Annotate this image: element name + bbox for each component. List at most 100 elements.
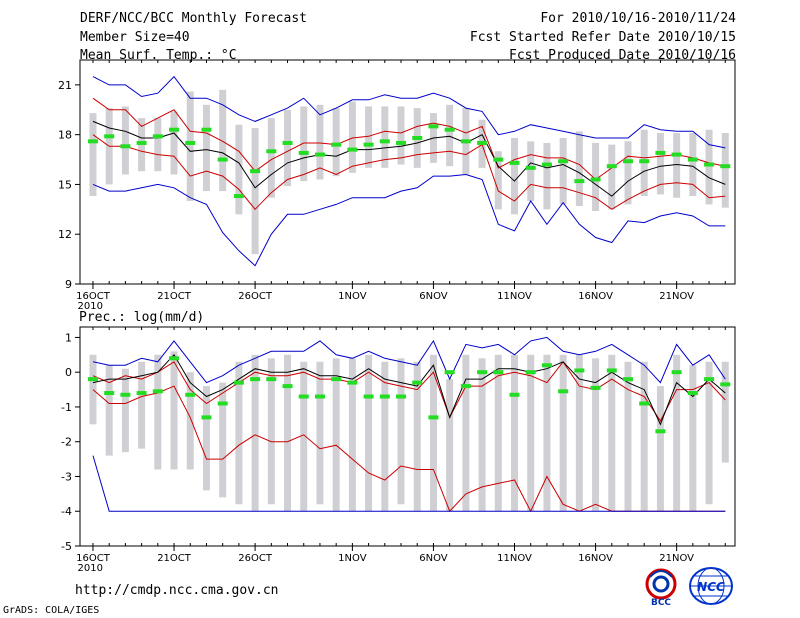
- prec-spread-bar: [219, 382, 227, 498]
- temp-obs-marker: [87, 139, 98, 144]
- temp-spread-bar: [219, 89, 227, 192]
- member-size: Member Size=40: [80, 30, 190, 45]
- temp-spread-bar: [267, 118, 275, 198]
- temp-upper-line: [92, 97, 726, 181]
- prec-obs-marker: [412, 380, 423, 385]
- prec-spread-bar: [186, 372, 194, 470]
- temp-obs-marker: [509, 160, 520, 165]
- temp-lower-line: [92, 134, 726, 211]
- prec-min-line: [92, 455, 726, 512]
- prec-spread-bar: [462, 354, 470, 512]
- temp-obs-marker: [331, 142, 342, 147]
- temp-spread-bar: [154, 118, 162, 172]
- temp-mean-line: [92, 120, 726, 197]
- temp-spread-bar: [656, 133, 664, 195]
- prec-x-tick-label: 6NOV: [419, 553, 448, 564]
- temp-min-line: [92, 173, 726, 267]
- prec-obs-marker: [266, 377, 277, 382]
- prec-y-tick-label: -3: [61, 470, 72, 483]
- temp-spread-bar: [202, 104, 210, 192]
- prec-spread-bar: [673, 354, 681, 512]
- prec-spread-bar: [429, 354, 437, 512]
- prec-obs-marker: [379, 394, 390, 399]
- temp-obs-marker: [379, 139, 390, 144]
- temp-spread-bar: [186, 91, 194, 202]
- prec-obs-marker: [622, 377, 633, 382]
- temp-spread-bar: [624, 141, 632, 205]
- temp-spread-bar: [705, 129, 713, 205]
- temp-obs-marker: [363, 142, 374, 147]
- temp-spread-bar: [721, 133, 729, 208]
- prec-obs-marker: [331, 377, 342, 382]
- temp-spread-bar: [300, 106, 308, 182]
- prec-spread-bar: [705, 361, 713, 505]
- prec-obs-marker: [217, 401, 228, 406]
- prec-obs-marker: [428, 415, 439, 420]
- prec-obs-marker: [687, 391, 698, 396]
- prec-obs-marker: [314, 394, 325, 399]
- temp-spread-bar: [381, 106, 389, 168]
- prec-spread-bar: [284, 354, 292, 512]
- prec-obs-marker: [87, 377, 98, 382]
- temp-spread-bar: [543, 142, 551, 210]
- prec-spread-bar: [413, 361, 421, 512]
- prec-spread-bar: [494, 354, 502, 512]
- prec-obs-marker: [444, 370, 455, 375]
- prec-spread-bar: [348, 358, 356, 512]
- temp-obs-marker: [169, 127, 180, 132]
- variable-label: Mean Surf. Temp.: °C: [80, 48, 237, 63]
- ncc-logo-text: NCC: [697, 580, 725, 594]
- prec-spread-bar: [89, 354, 97, 425]
- temp-spread-bar: [494, 151, 502, 210]
- temp-spread-bar: [397, 106, 405, 165]
- website-url[interactable]: http://cmdp.ncc.cma.gov.cn: [75, 583, 279, 598]
- prec-spread-bar: [365, 354, 373, 512]
- prec-spread-bar: [300, 361, 308, 512]
- temp-obs-marker: [314, 152, 325, 157]
- temp-obs-marker: [477, 140, 488, 145]
- temp-spread-bar: [689, 133, 697, 197]
- temp-obs-marker: [347, 147, 358, 152]
- prec-spread-bar: [267, 358, 275, 505]
- temp-obs-marker: [460, 139, 471, 144]
- temp-spread-bar: [559, 137, 567, 205]
- prec-obs-marker: [347, 380, 358, 385]
- temp-x-tick-label: 16NOV: [578, 291, 613, 302]
- prec-obs-marker: [493, 370, 504, 375]
- precip-title: Prec.: log(mm/d): [79, 310, 204, 325]
- prec-spread-bar: [559, 354, 567, 512]
- temp-obs-marker: [541, 162, 552, 167]
- temp-spread-bar: [170, 111, 178, 175]
- prec-obs-marker: [541, 363, 552, 368]
- prec-obs-marker: [169, 356, 180, 361]
- temp-spread-bar: [348, 101, 356, 173]
- prec-obs-marker: [558, 389, 569, 394]
- temp-spread-bar: [316, 104, 324, 180]
- prec-frame: [79, 326, 736, 547]
- prec-spread-bar: [608, 354, 616, 512]
- temp-spread-bar: [332, 108, 340, 177]
- prec-obs-marker: [250, 377, 261, 382]
- temp-spread-bar: [592, 142, 600, 211]
- prec-x-tick-label: 2010: [78, 563, 103, 574]
- temp-spread-bar: [284, 109, 292, 187]
- prec-obs-marker: [120, 392, 131, 397]
- prec-y-tick-label: -1: [61, 401, 72, 414]
- prec-spread-bar: [527, 354, 535, 512]
- prec-obs-marker: [477, 370, 488, 375]
- temp-obs-marker: [687, 157, 698, 162]
- temp-obs-marker: [104, 134, 115, 139]
- temp-obs-marker: [396, 140, 407, 145]
- temp-obs-marker: [558, 159, 569, 164]
- prec-obs-marker: [104, 391, 115, 396]
- prec-obs-marker: [590, 385, 601, 390]
- prec-obs-marker: [136, 391, 147, 396]
- temp-obs-marker: [590, 177, 601, 182]
- temp-obs-marker: [217, 157, 228, 162]
- temp-y-tick-label: 21: [58, 79, 72, 92]
- forecast-period: For 2010/10/16-2010/11/24: [540, 11, 736, 26]
- prec-x-tick-label: 16OCT: [76, 553, 111, 564]
- temp-x-tick-label: 11NOV: [497, 291, 532, 302]
